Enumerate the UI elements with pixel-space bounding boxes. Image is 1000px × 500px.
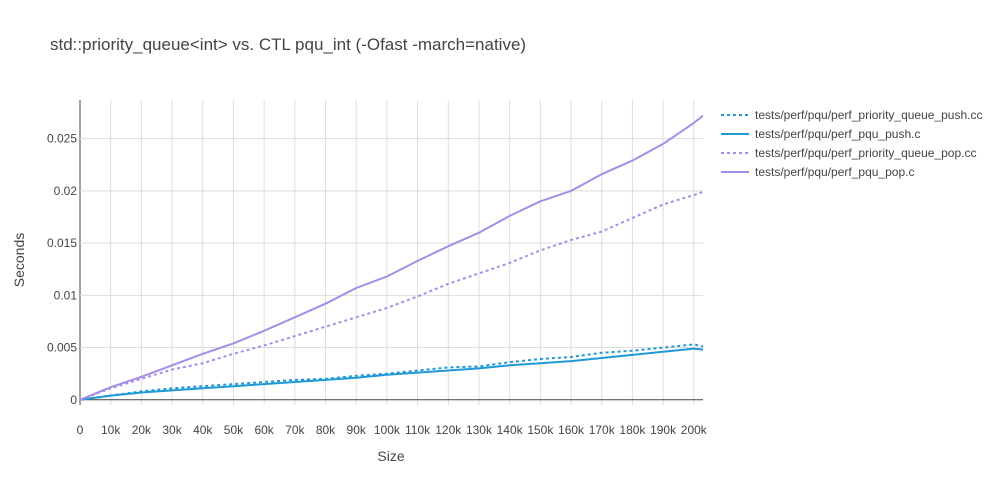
series-line-2 (79, 347, 704, 401)
x-tick-label: 30k (162, 423, 182, 437)
y-gridlines (80, 138, 703, 401)
y-tick-label: 0 (70, 393, 77, 407)
x-tick-label: 10k (101, 423, 121, 437)
y-tick-label: 0.01 (54, 288, 78, 302)
x-tick-label: 60k (254, 423, 274, 437)
x-tick-label: 40k (193, 423, 213, 437)
x-tick-label: 180k (619, 423, 646, 437)
legend: tests/perf/pqu/perf_priority_queue_push.… (721, 108, 982, 179)
x-tick-label: 190k (650, 423, 677, 437)
x-tick-label: 80k (316, 423, 336, 437)
x-tick-label: 100k (374, 423, 401, 437)
legend-entry[interactable]: tests/perf/pqu/perf_priority_queue_push.… (755, 108, 982, 122)
x-tick-label: 50k (224, 423, 244, 437)
x-axis-title: Size (377, 448, 404, 464)
legend-entry[interactable]: tests/perf/pqu/perf_pqu_push.c (755, 127, 920, 141)
x-tick-label: 110k (405, 423, 431, 437)
x-tick-label: 90k (347, 423, 367, 437)
x-tick-label: 130k (466, 423, 493, 437)
x-tick-label: 150k (527, 423, 554, 437)
y-tick-label: 0.005 (47, 341, 77, 355)
x-tick-label: 160k (558, 423, 585, 437)
legend-entry[interactable]: tests/perf/pqu/perf_priority_queue_pop.c… (755, 146, 976, 160)
x-tick-label: 0 (77, 423, 84, 437)
y-tick-label: 0.025 (47, 132, 77, 146)
x-tick-label: 120k (435, 423, 462, 437)
y-tick-label: 0.015 (47, 236, 77, 250)
x-gridlines (79, 100, 695, 405)
x-tick-labels: 0 10k 20k 30k 40k 50k 60k 70k 80k 90k 100k 110k 120k… (77, 423, 708, 437)
series-layer (79, 114, 704, 401)
y-tick-label: 0.02 (54, 184, 78, 198)
x-tick-label: 140k (497, 423, 524, 437)
plot-background (80, 100, 703, 405)
y-axis-title: Seconds (11, 233, 27, 287)
series-line-3 (79, 190, 704, 401)
legend-entry[interactable]: tests/perf/pqu/perf_pqu_pop.c (755, 165, 914, 179)
chart-title: std::priority_queue<int> vs. CTL pqu_int… (50, 35, 526, 54)
x-tick-label: 20k (132, 423, 152, 437)
x-tick-label: 170k (589, 423, 616, 437)
y-tick-labels: 0 0.005 0.01 0.015 0.02 0.025 (47, 132, 77, 407)
x-tick-label: 200k (681, 423, 708, 437)
series-line-4 (79, 114, 704, 401)
series-line-1 (79, 343, 704, 401)
x-tick-label: 70k (285, 423, 305, 437)
